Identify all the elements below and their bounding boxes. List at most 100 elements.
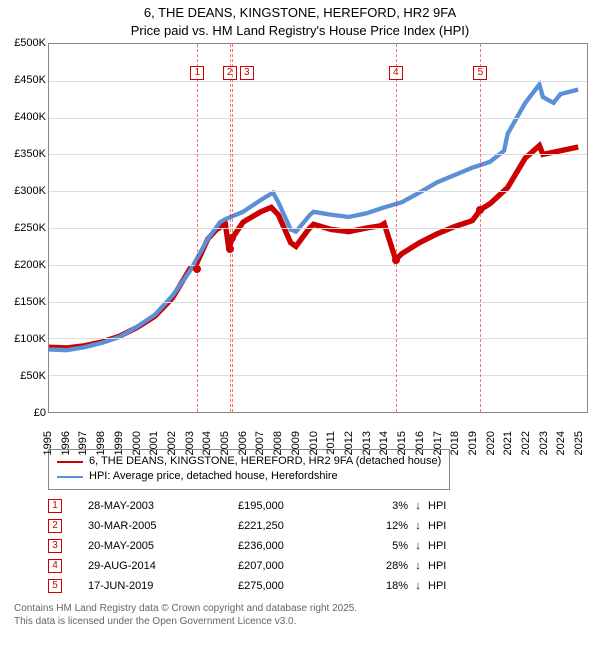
sale-vline (232, 44, 233, 412)
x-tick-label: 2021 (502, 431, 514, 455)
x-tick-label: 1995 (42, 431, 54, 455)
sales-row: 230-MAR-2005£221,25012%↓HPI (48, 516, 592, 536)
x-tick-label: 2012 (343, 431, 355, 455)
sale-price: £195,000 (238, 500, 348, 512)
sales-row: 5 17-JUN-2019£275,00018%↓HPI (48, 576, 592, 596)
sale-vline (230, 44, 231, 412)
sale-date: 17-JUN-2019 (88, 580, 238, 592)
gridline (49, 81, 587, 82)
sale-vline (197, 44, 198, 412)
x-tick-label: 2014 (378, 431, 390, 455)
sales-row: 320-MAY-2005£236,0005%↓HPI (48, 536, 592, 556)
y-tick-label: £250K (14, 222, 46, 234)
sale-date: 28-MAY-2003 (88, 500, 238, 512)
x-tick-label: 2016 (414, 431, 426, 455)
y-tick-label: £50K (20, 370, 46, 382)
gridline (49, 338, 587, 339)
x-tick-label: 2018 (449, 431, 461, 455)
series-line-hpi (49, 85, 578, 351)
gridline (49, 228, 587, 229)
x-tick-label: 1997 (77, 431, 89, 455)
plot-area: 12345 (48, 43, 588, 413)
sale-pct: 3% (348, 500, 408, 512)
x-tick-label: 2025 (573, 431, 585, 455)
x-axis: 1995199619971998199920002001200220032004… (48, 413, 588, 443)
sale-vline (480, 44, 481, 412)
x-tick-label: 2023 (538, 431, 550, 455)
sale-hpi-label: HPI (428, 500, 468, 512)
sale-hpi-label: HPI (428, 560, 468, 572)
y-tick-label: £300K (14, 185, 46, 197)
y-tick-label: £150K (14, 296, 46, 308)
title-line2: Price paid vs. HM Land Registry's House … (131, 23, 469, 38)
sale-num-box: 5 (48, 579, 62, 593)
sale-price-dot (193, 265, 201, 273)
x-tick-label: 2001 (148, 431, 160, 455)
sale-pct: 5% (348, 540, 408, 552)
sale-price: £275,000 (238, 580, 348, 592)
down-arrow-icon: ↓ (408, 520, 428, 532)
x-tick-label: 2020 (485, 431, 497, 455)
sales-row: 4 29-AUG-2014£207,00028%↓HPI (48, 556, 592, 576)
x-tick-label: 2000 (131, 431, 143, 455)
sale-vline (396, 44, 397, 412)
x-tick-label: 2002 (166, 431, 178, 455)
gridline (49, 265, 587, 266)
x-tick-label: 2010 (308, 431, 320, 455)
x-tick-label: 1996 (60, 431, 72, 455)
y-tick-label: £200K (14, 259, 46, 271)
sale-date: 30-MAR-2005 (88, 520, 238, 532)
down-arrow-icon: ↓ (408, 500, 428, 512)
y-tick-label: £400K (14, 111, 46, 123)
sale-num-box: 4 (48, 559, 62, 573)
legend-row-hpi: HPI: Average price, detached house, Here… (57, 469, 441, 484)
legend-swatch-hpi (57, 476, 83, 478)
sale-price: £207,000 (238, 560, 348, 572)
gridline (49, 375, 587, 376)
sale-marker-box: 2 (223, 66, 237, 80)
sale-pct: 12% (348, 520, 408, 532)
x-tick-label: 2011 (325, 431, 337, 455)
sale-num-box: 1 (48, 499, 62, 513)
title-line1: 6, THE DEANS, KINGSTONE, HEREFORD, HR2 9… (144, 5, 456, 20)
x-tick-label: 2015 (396, 431, 408, 455)
down-arrow-icon: ↓ (408, 560, 428, 572)
footer-line1: Contains HM Land Registry data © Crown c… (14, 603, 357, 614)
y-tick-label: £350K (14, 148, 46, 160)
sale-pct: 28% (348, 560, 408, 572)
x-tick-label: 2007 (254, 431, 266, 455)
sale-num-box: 3 (48, 539, 62, 553)
sales-table: 128-MAY-2003£195,0003%↓HPI230-MAR-2005£2… (48, 496, 592, 596)
y-tick-label: £0 (34, 407, 46, 419)
sale-num-box: 2 (48, 519, 62, 533)
gridline (49, 118, 587, 119)
x-tick-label: 2013 (361, 431, 373, 455)
sale-date: 29-AUG-2014 (88, 560, 238, 572)
down-arrow-icon: ↓ (408, 580, 428, 592)
x-tick-label: 2017 (432, 431, 444, 455)
sale-hpi-label: HPI (428, 580, 468, 592)
sale-price: £221,250 (238, 520, 348, 532)
y-tick-label: £500K (14, 37, 46, 49)
sale-marker-box: 4 (389, 66, 403, 80)
sale-marker-box: 5 (473, 66, 487, 80)
y-tick-label: £450K (14, 74, 46, 86)
gridline (49, 302, 587, 303)
x-tick-label: 2006 (237, 431, 249, 455)
x-tick-label: 2008 (272, 431, 284, 455)
sale-pct: 18% (348, 580, 408, 592)
legend-row-property: 6, THE DEANS, KINGSTONE, HEREFORD, HR2 9… (57, 454, 441, 469)
x-tick-label: 2009 (290, 431, 302, 455)
y-tick-label: £100K (14, 333, 46, 345)
sale-marker-box: 3 (240, 66, 254, 80)
gridline (49, 191, 587, 192)
sale-price-dot (476, 206, 484, 214)
sales-row: 1 28-MAY-2003£195,0003%↓HPI (48, 496, 592, 516)
y-axis: £0£50K£100K£150K£200K£250K£300K£350K£400… (8, 43, 48, 413)
sale-marker-box: 1 (190, 66, 204, 80)
x-tick-label: 2022 (520, 431, 532, 455)
x-tick-label: 1998 (95, 431, 107, 455)
chart-title: 6, THE DEANS, KINGSTONE, HEREFORD, HR2 9… (8, 4, 592, 39)
footer-line2: This data is licensed under the Open Gov… (14, 616, 296, 627)
series-line-property (49, 146, 578, 348)
